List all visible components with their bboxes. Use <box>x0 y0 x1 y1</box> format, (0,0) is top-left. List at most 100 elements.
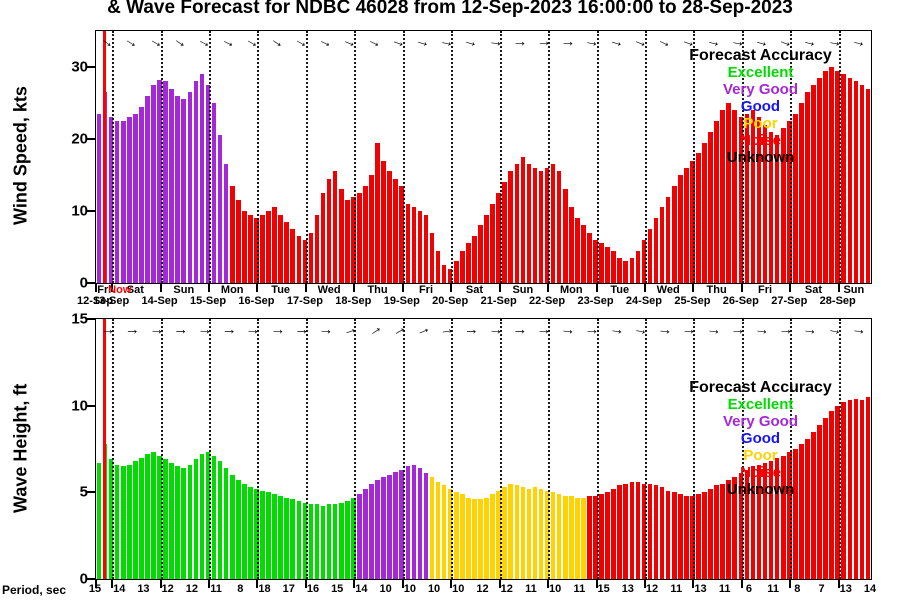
wave-bar <box>139 457 144 579</box>
period-value: 10 <box>452 583 465 595</box>
day-label: Fri <box>758 284 773 296</box>
wave-bar <box>544 490 550 579</box>
wave-bar <box>460 494 465 579</box>
wave-bar <box>581 497 586 579</box>
wave-bar <box>641 483 647 579</box>
period-value: 6 <box>745 583 752 595</box>
legend-item-noise: Noise <box>740 132 781 149</box>
day-label: Fri <box>97 284 112 296</box>
wind-bar <box>702 142 707 283</box>
wave-bar <box>223 468 229 579</box>
wind-bar <box>641 239 647 283</box>
wave-x-tick-mark <box>450 580 453 588</box>
wind-bar <box>357 193 362 283</box>
legend-title: Forecast Accuracy <box>689 47 832 64</box>
day-label: Wed <box>317 284 341 296</box>
wind-bar <box>793 113 798 283</box>
wave-plot-area: → → → → → → → → → → → → → → → → → → → → → → → → → → → → → → → → 0 5 10 15 Fo… <box>71 311 872 588</box>
wave-bar <box>865 397 871 579</box>
wave-bar <box>726 480 731 579</box>
wind-direction-arrow: → <box>388 30 409 53</box>
wind-bar <box>623 261 629 283</box>
wind-bar <box>338 189 344 283</box>
wind-bar <box>411 207 417 283</box>
wave-bar <box>841 402 847 579</box>
wave-x-tick-mark <box>595 580 598 588</box>
day-label: Mon <box>559 284 583 296</box>
wave-bar <box>96 462 102 579</box>
wave-bar <box>587 495 592 579</box>
wind-bar <box>847 77 853 283</box>
wave-bar <box>272 494 277 579</box>
wave-bar <box>127 464 132 579</box>
wind-y-tick-label: 10 <box>71 202 88 220</box>
wave-x-tick-mark <box>740 580 743 588</box>
day-label: Thu <box>367 284 388 296</box>
legend-item-good: Good <box>740 430 781 447</box>
wave-bar <box>738 473 744 579</box>
period-value: 17 <box>282 583 295 595</box>
wind-bar <box>684 167 689 283</box>
wave-direction-arrow: → <box>802 320 819 339</box>
wind-bar <box>647 229 653 283</box>
wave-direction-arrow: → <box>100 320 116 339</box>
period-value: 10 <box>379 583 392 595</box>
day-label: Sun <box>843 284 865 296</box>
wind-bar <box>472 236 477 283</box>
wave-x-tick-mark <box>159 580 162 588</box>
wave-bar <box>157 455 162 579</box>
wind-bar <box>314 214 320 283</box>
day-gridline <box>209 319 212 579</box>
legend-title: Forecast Accuracy <box>689 379 832 396</box>
wave-bar <box>593 495 598 579</box>
day-gridline <box>596 31 599 283</box>
wind-bar <box>133 113 138 283</box>
wave-y-tick-mark <box>87 578 96 580</box>
wave-direction-arrow: → <box>269 320 286 339</box>
period-value: 18 <box>258 583 271 595</box>
wind-bar <box>363 185 368 283</box>
period-value: 11 <box>718 583 731 595</box>
wind-x-tick-mark <box>789 284 792 292</box>
period-value: 11 <box>573 583 586 595</box>
wind-bar <box>659 207 665 283</box>
wave-bar <box>659 487 665 579</box>
wave-bar <box>605 492 610 579</box>
wind-bar <box>750 110 756 283</box>
legend-item-unknown: Unknown <box>726 149 795 166</box>
wave-bar <box>750 466 756 579</box>
wind-x-tick-mark <box>450 284 453 292</box>
wind-bar <box>665 196 671 283</box>
wind-bar <box>139 106 144 283</box>
wave-bar <box>502 487 507 579</box>
wave-bar <box>290 499 296 579</box>
period-value: 15 <box>597 583 610 595</box>
legend-item-good: Good <box>740 98 781 115</box>
wind-bar <box>865 88 871 283</box>
wave-y-tick-label: 0 <box>79 570 88 588</box>
wave-x-tick-mark <box>837 580 840 588</box>
wind-bar <box>211 103 217 283</box>
day-label: Wed <box>656 284 680 296</box>
wind-bar <box>786 121 792 283</box>
wave-direction-arrow: → <box>681 320 698 339</box>
wave-direction-arrow: → <box>850 320 868 339</box>
wind-direction-arrow: → <box>630 30 652 53</box>
day-label: Sun <box>173 284 195 296</box>
wave-y-tick-label: 10 <box>71 397 88 415</box>
period-value: 15 <box>88 583 102 595</box>
wind-bar <box>774 135 780 283</box>
wave-bar <box>696 494 701 579</box>
wave-bar <box>357 494 362 579</box>
wind-x-tick-mark <box>159 284 162 292</box>
wave-bar <box>805 438 810 579</box>
wind-bar <box>127 117 132 283</box>
day-label: Tue <box>271 284 291 296</box>
wind-bar <box>157 79 162 283</box>
wave-x-tick-mark <box>208 580 211 588</box>
period-value: 12 <box>500 583 513 595</box>
wave-bar <box>332 504 338 579</box>
wind-direction-arrow: → <box>291 30 313 53</box>
wind-y-tick-label: 20 <box>71 130 88 148</box>
wind-bar <box>423 214 429 283</box>
